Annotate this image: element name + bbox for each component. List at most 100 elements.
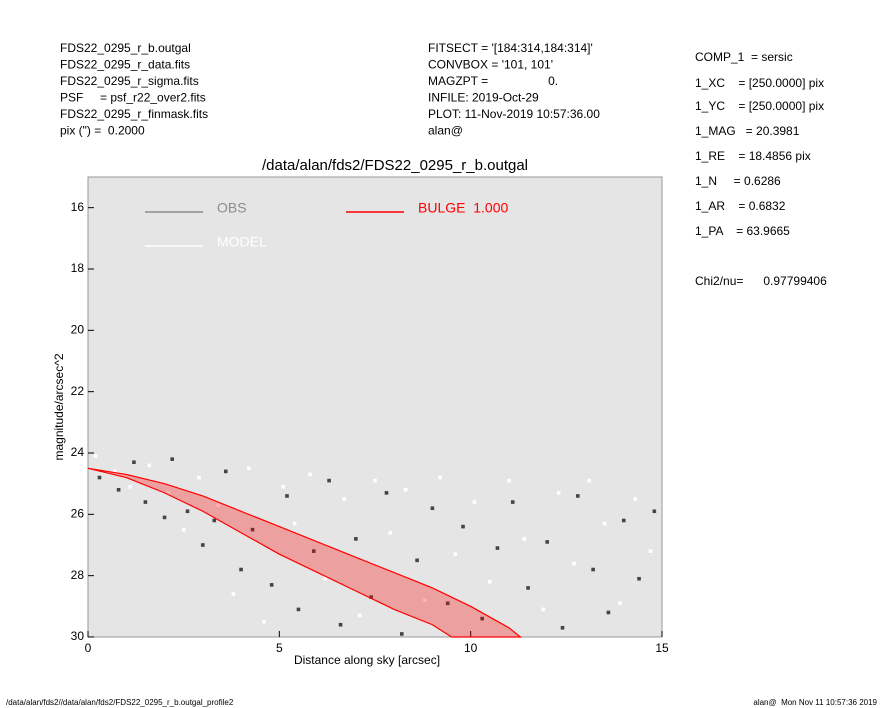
data-point <box>633 497 638 501</box>
data-point <box>369 595 373 599</box>
parameter-line: 1_YC = [250.0000] pix <box>695 99 824 113</box>
data-point <box>399 632 404 636</box>
header-center-line: alan@ <box>428 124 463 138</box>
data-point <box>430 506 435 510</box>
chart-title: /data/alan/fds2/FDS22_0295_r_b.outgal <box>262 157 528 174</box>
data-point <box>510 500 515 504</box>
data-point <box>239 567 243 572</box>
data-point <box>637 576 641 581</box>
header-center-line: PLOT: 11-Nov-2019 10:57:36.00 <box>428 107 600 121</box>
data-point <box>201 543 205 547</box>
footer-left: /data/alan/fds2//data/alan/fds2/FDS22_02… <box>6 698 234 707</box>
y-tick-label: 24 <box>71 445 85 459</box>
x-axis-label: Distance along sky [arcsec] <box>294 653 440 667</box>
parameter-line: 1_XC = [250.0000] pix <box>695 76 824 90</box>
data-point <box>185 509 190 514</box>
parameter-line: 1_MAG = 20.3981 <box>695 124 800 138</box>
parameter-line: Chi2/nu= 0.97799406 <box>695 274 827 288</box>
header-left-line: FDS22_0295_r_data.fits <box>60 58 190 72</box>
header-left-line: FDS22_0295_r_b.outgal <box>60 41 191 55</box>
data-point <box>327 478 331 483</box>
data-point <box>246 466 251 471</box>
header-center-line: FITSECT = '[184:314,184:314]' <box>428 41 593 55</box>
y-tick-label: 20 <box>71 323 85 337</box>
data-point <box>541 607 546 612</box>
data-point <box>591 567 595 572</box>
data-point <box>495 546 500 550</box>
data-point <box>587 478 592 483</box>
data-point <box>181 527 186 532</box>
data-point <box>576 494 580 498</box>
x-tick-label: 5 <box>276 641 283 655</box>
y-tick-label: 30 <box>71 629 85 643</box>
data-point <box>472 500 477 504</box>
data-point <box>445 601 450 606</box>
y-tick-label: 16 <box>71 200 85 214</box>
data-point <box>403 488 408 492</box>
data-point <box>354 537 358 541</box>
data-point <box>572 561 576 566</box>
data-point <box>292 521 297 526</box>
data-point <box>388 530 393 535</box>
data-point <box>323 576 328 581</box>
data-point <box>461 524 465 529</box>
data-point <box>606 610 611 615</box>
y-tick-label: 28 <box>71 568 85 582</box>
x-tick-label: 15 <box>655 641 669 655</box>
data-point <box>342 497 347 501</box>
data-point <box>262 619 266 624</box>
data-point <box>556 491 561 495</box>
parameter-line: 1_N = 0.6286 <box>695 174 781 188</box>
data-point <box>112 469 117 474</box>
data-point <box>250 527 255 532</box>
data-point <box>480 616 484 621</box>
data-point <box>357 613 362 618</box>
data-point <box>97 475 102 480</box>
data-point <box>116 488 121 492</box>
data-point <box>166 491 171 495</box>
data-point <box>296 607 301 612</box>
header-center-line: INFILE: 2019-Oct-29 <box>428 91 539 105</box>
legend-label: BULGE 1.000 <box>418 200 508 216</box>
y-tick-label: 26 <box>71 507 85 521</box>
data-point <box>281 484 285 489</box>
data-point <box>652 509 657 514</box>
data-point <box>545 540 549 544</box>
data-point <box>132 460 136 464</box>
parameter-line: 1_RE = 18.4856 pix <box>695 149 811 163</box>
data-point <box>415 558 419 563</box>
bulge-area <box>87 467 523 638</box>
header-left-line: FDS22_0295_r_finmask.fits <box>60 107 208 121</box>
data-point <box>338 622 343 627</box>
data-point <box>560 626 565 630</box>
data-point <box>602 521 607 526</box>
data-point <box>128 484 132 489</box>
data-point <box>422 598 427 602</box>
x-tick-label: 10 <box>464 641 478 655</box>
header-left-line: FDS22_0295_r_sigma.fits <box>60 74 199 88</box>
data-point <box>648 549 653 553</box>
y-tick-label: 18 <box>71 261 85 275</box>
data-point <box>93 454 98 458</box>
legend-label: MODEL <box>217 234 267 250</box>
parameter-line: 1_AR = 0.6832 <box>695 199 786 213</box>
data-point <box>618 601 622 606</box>
data-point <box>269 583 274 587</box>
plot-area <box>87 176 663 638</box>
data-point <box>143 500 148 504</box>
header-left-line: PSF = psf_r22_over2.fits <box>60 91 206 105</box>
header-center-line: MAGZPT = 0. <box>428 74 558 88</box>
data-point <box>212 518 217 523</box>
legend-label: OBS <box>217 200 247 216</box>
data-point <box>231 592 236 596</box>
data-point <box>522 537 527 541</box>
data-point <box>216 503 220 507</box>
y-tick-label: 22 <box>71 384 85 398</box>
data-point <box>197 475 201 480</box>
header-center-line: CONVBOX = '101, 101' <box>428 58 553 72</box>
data-point <box>311 549 316 553</box>
data-point <box>373 478 377 483</box>
data-point <box>308 472 312 477</box>
data-point <box>453 552 458 556</box>
